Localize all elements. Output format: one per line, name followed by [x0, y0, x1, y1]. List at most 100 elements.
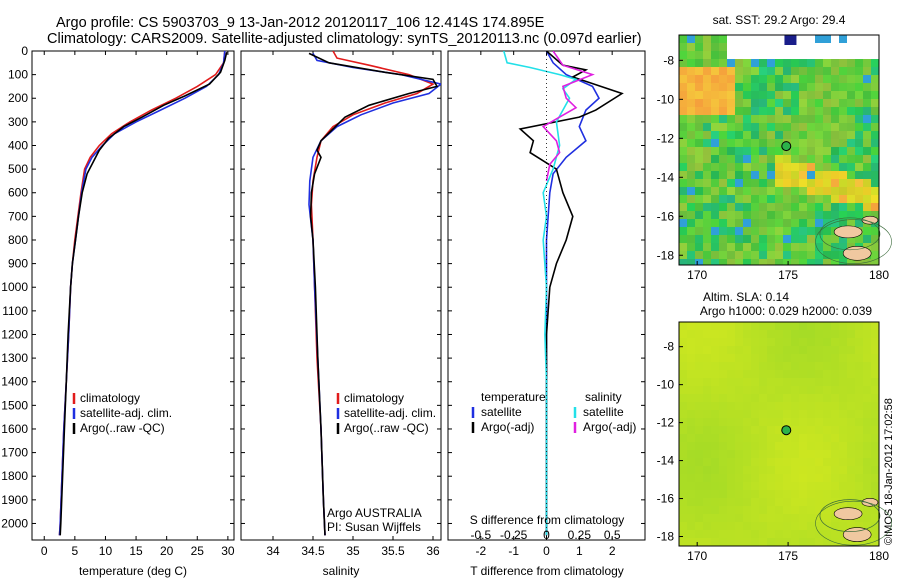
map-cell	[759, 330, 767, 338]
map-cell	[855, 123, 863, 131]
map-cell	[791, 211, 799, 219]
map-cell	[711, 259, 719, 265]
map-cell	[847, 155, 855, 163]
map-cell	[847, 354, 855, 362]
map-cell	[871, 163, 879, 171]
map-cell	[767, 490, 775, 498]
map-cell	[735, 83, 743, 91]
map-cell	[687, 139, 695, 147]
map-cell	[743, 67, 751, 75]
map-cell	[759, 450, 767, 458]
map-cell	[743, 394, 751, 402]
map-cell	[863, 442, 871, 450]
map-cell	[735, 394, 743, 402]
map-cell	[783, 115, 791, 123]
map-cell	[719, 442, 727, 450]
map-cell	[807, 474, 815, 482]
map-cell	[855, 378, 863, 386]
map-cell	[855, 458, 863, 466]
map-cell	[711, 474, 719, 482]
map-cell	[815, 394, 823, 402]
map-cell	[727, 91, 735, 99]
map-cell	[727, 107, 735, 115]
map-cell	[743, 498, 751, 506]
map-cell	[783, 394, 791, 402]
map-cell	[871, 43, 879, 51]
map-cell	[711, 59, 719, 67]
map-cell	[695, 450, 703, 458]
map-cell	[783, 538, 791, 546]
map-cell	[823, 211, 831, 219]
map-cell	[711, 482, 719, 490]
map-cell	[855, 434, 863, 442]
map-cell	[727, 243, 735, 251]
map-cell	[727, 330, 735, 338]
map-cell	[703, 123, 711, 131]
map-cell	[775, 474, 783, 482]
map-cell	[759, 458, 767, 466]
map-cell	[695, 394, 703, 402]
map-cell	[719, 139, 727, 147]
map-cell	[791, 123, 799, 131]
map-cell	[735, 59, 743, 67]
map-cell	[839, 251, 847, 259]
map-cell	[783, 346, 791, 354]
map-cell	[727, 187, 735, 195]
map-cell	[735, 530, 743, 538]
map-cell	[743, 147, 751, 155]
map-cell	[679, 498, 687, 506]
map-cell	[831, 83, 839, 91]
map-cell	[823, 442, 831, 450]
map-cell	[711, 91, 719, 99]
map-cell	[727, 506, 735, 514]
map-cell	[815, 99, 823, 107]
map-cell	[719, 330, 727, 338]
map-cell	[695, 378, 703, 386]
map-cell	[871, 434, 879, 442]
y-tick-label: 1100	[2, 304, 28, 318]
map-cell	[863, 346, 871, 354]
y-tick-label: -16	[657, 209, 675, 223]
map-cell	[799, 107, 807, 115]
s-tick-label: -0.5	[470, 528, 491, 542]
map-cell	[711, 83, 719, 91]
map-cell	[687, 530, 695, 538]
map-cell	[687, 514, 695, 522]
map-cell	[847, 163, 855, 171]
map-cell	[831, 179, 839, 187]
map-cell	[727, 386, 735, 394]
map-cell	[727, 251, 735, 259]
map-cell	[807, 147, 815, 155]
map-cell	[711, 163, 719, 171]
map-cell	[711, 123, 719, 131]
map-cell	[863, 35, 871, 43]
map-cell	[759, 538, 767, 546]
map-cell	[703, 179, 711, 187]
map-cell	[727, 522, 735, 530]
map-cell	[855, 386, 863, 394]
map-cell	[711, 370, 719, 378]
map-cell	[775, 378, 783, 386]
map-cell	[743, 211, 751, 219]
map-cell	[679, 538, 687, 546]
map-cell	[783, 91, 791, 99]
map-cell	[807, 482, 815, 490]
map-cell	[767, 450, 775, 458]
map-cell	[695, 139, 703, 147]
map-cell	[703, 187, 711, 195]
map-cell	[799, 386, 807, 394]
map-cell	[783, 386, 791, 394]
y-tick-label: 1900	[1, 493, 28, 507]
map-cell	[799, 434, 807, 442]
map-cell	[759, 67, 767, 75]
map-cell	[799, 131, 807, 139]
map-cell	[743, 322, 751, 330]
map-cell	[687, 354, 695, 362]
map-cell	[703, 474, 711, 482]
map-cell	[759, 426, 767, 434]
map-cell	[695, 163, 703, 171]
map-cell	[679, 195, 687, 203]
map-cell	[703, 115, 711, 123]
map-cell	[775, 346, 783, 354]
map-cell	[831, 458, 839, 466]
